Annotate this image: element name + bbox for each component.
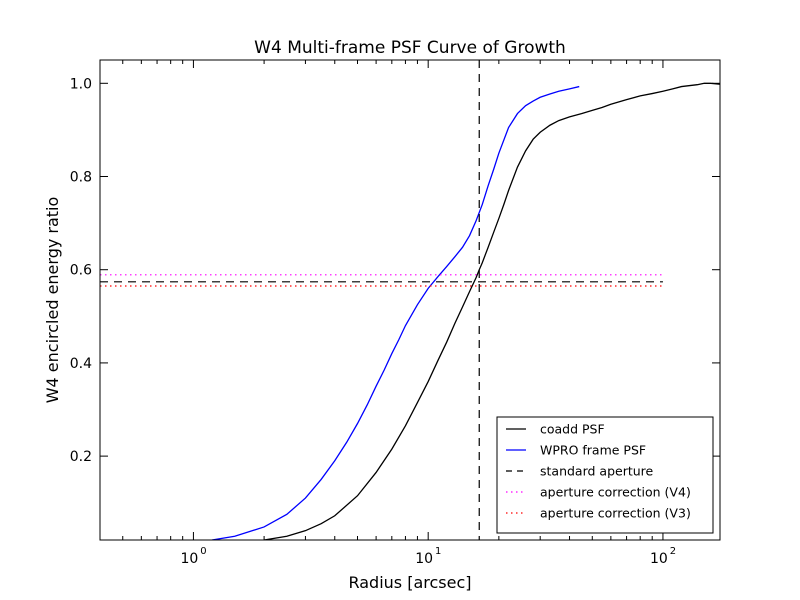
x-tick-exponent: 1 bbox=[435, 546, 441, 557]
y-tick-label: 0.4 bbox=[70, 356, 92, 372]
plot-area bbox=[100, 60, 720, 540]
y-tick-label: 0.8 bbox=[70, 170, 92, 186]
x-axis-label: Radius [arcsec] bbox=[348, 573, 471, 592]
legend-entry: aperture correction (V3) bbox=[540, 506, 691, 521]
x-tick-exponent: 2 bbox=[670, 546, 676, 557]
legend-entry: WPRO frame PSF bbox=[540, 443, 646, 458]
y-tick-label: 0.6 bbox=[70, 263, 92, 279]
y-axis-label: W4 encircled energy ratio bbox=[43, 197, 62, 404]
legend-entry: standard aperture bbox=[540, 464, 654, 479]
axes: 10 0 10 1 10 20.20.40.60.81.0 bbox=[70, 59, 721, 567]
legend-entry: coadd PSF bbox=[540, 422, 605, 437]
legend-entry: aperture correction (V4) bbox=[540, 485, 691, 500]
x-tick-exponent: 0 bbox=[200, 546, 206, 557]
series-line-coadd-psf bbox=[263, 82, 720, 540]
y-tick-label: 1.0 bbox=[70, 76, 92, 92]
x-tick-label: 10 bbox=[181, 551, 199, 567]
chart-title: W4 Multi-frame PSF Curve of Growth bbox=[254, 38, 566, 58]
x-tick-label: 10 bbox=[415, 551, 433, 567]
axes-frame bbox=[99, 59, 721, 541]
y-tick-label: 0.2 bbox=[70, 449, 92, 465]
x-tick-label: 10 bbox=[650, 551, 668, 567]
legend-box bbox=[496, 416, 714, 534]
series-line-wpro-frame-psf bbox=[211, 85, 580, 540]
legend: coadd PSF WPRO frame PSF standard aperture… bbox=[496, 416, 714, 534]
